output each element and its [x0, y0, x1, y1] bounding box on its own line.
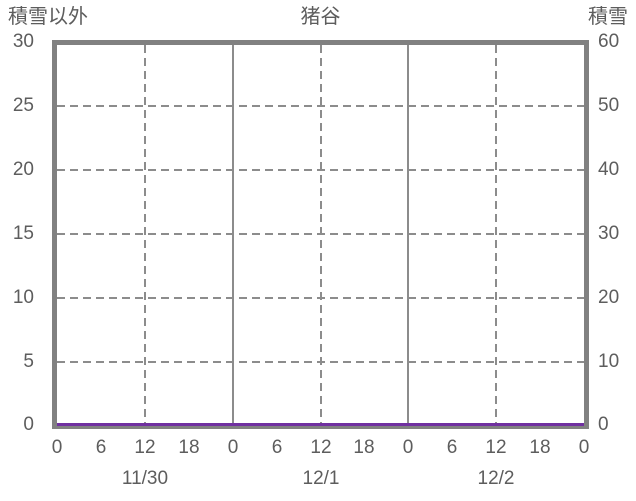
x-axis-hour-tick: 6	[271, 437, 283, 458]
left-axis-tick: 5	[23, 351, 34, 372]
x-axis-date-label: 11/30	[121, 468, 169, 489]
left-axis-tick: 0	[23, 414, 34, 435]
gridline-v-60h	[495, 45, 497, 424]
gridline-v-12h	[144, 45, 146, 424]
day-boundary-line-12-1	[232, 45, 234, 424]
x-axis-hour-tick: 12	[134, 437, 156, 458]
left-axis-tick: 25	[12, 95, 34, 116]
x-axis-hour-tick: 18	[529, 437, 551, 458]
x-axis-hour-tick: 6	[95, 437, 107, 458]
x-axis-hour-tick: 0	[578, 437, 590, 458]
x-axis-hour-tick: 0	[227, 437, 239, 458]
x-axis-hour-tick: 12	[310, 437, 332, 458]
x-axis-hour-tick: 0	[402, 437, 414, 458]
left-axis-title: 積雪以外	[8, 6, 88, 28]
day-boundary-line-12-2	[407, 45, 409, 424]
right-axis-tick: 30	[598, 223, 620, 244]
right-axis-tick: 20	[598, 287, 620, 308]
right-axis-tick: 40	[598, 159, 620, 180]
gridline-v-36h	[320, 45, 322, 424]
series-purple-line	[57, 423, 584, 426]
x-axis-date-label: 12/1	[302, 468, 340, 489]
left-axis-tick: 30	[12, 31, 34, 52]
x-axis-hour-tick: 18	[353, 437, 375, 458]
plot-inner	[57, 45, 584, 426]
left-axis-tick: 10	[12, 287, 34, 308]
x-axis-hour-tick: 6	[446, 437, 458, 458]
x-axis-hour-tick: 12	[485, 437, 507, 458]
right-axis-tick: 60	[598, 31, 620, 52]
left-axis-tick: 20	[12, 159, 34, 180]
right-axis-tick: 50	[598, 95, 620, 116]
right-axis-tick: 0	[598, 414, 609, 435]
plot-area	[52, 40, 589, 429]
left-axis-tick: 15	[12, 223, 34, 244]
x-axis-date-label: 12/2	[477, 468, 515, 489]
chart-title: 猪谷	[300, 6, 341, 28]
right-axis-title: 積雪	[588, 6, 628, 28]
right-axis-tick: 10	[598, 351, 620, 372]
x-axis-hour-tick: 18	[178, 437, 200, 458]
x-axis-hour-tick: 0	[51, 437, 63, 458]
